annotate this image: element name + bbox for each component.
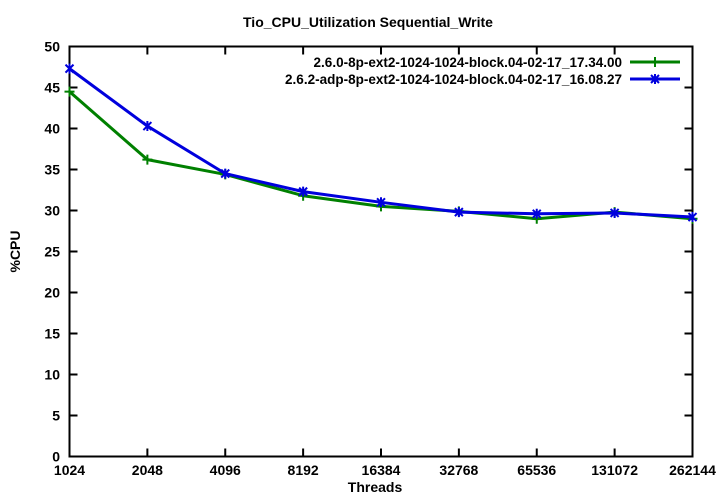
- x-tick-label: 65536: [517, 462, 556, 478]
- x-tick-label: 131072: [591, 462, 638, 478]
- legend-label-0: 2.6.0-8p-ext2-1024-1024-block.04-02-17_1…: [314, 55, 622, 70]
- x-tick-label: 1024: [54, 462, 85, 478]
- x-tick-label: 262144: [669, 462, 716, 478]
- x-axis-label: Threads: [348, 479, 403, 495]
- plot-border: [68, 45, 694, 458]
- x-tick-label: 32768: [439, 462, 478, 478]
- y-tick-label: 0: [52, 449, 60, 465]
- legend-marker-1: [650, 74, 660, 84]
- y-tick-label: 35: [44, 162, 60, 178]
- legend-label-1: 2.6.2-adp-8p-ext2-1024-1024-block.04-02-…: [285, 72, 622, 87]
- x-tick-label: 16384: [362, 462, 401, 478]
- y-tick-label: 10: [44, 367, 60, 383]
- chart-title: Tio_CPU_Utilization Sequential_Write: [243, 14, 493, 30]
- x-tick-label: 4096: [210, 462, 241, 478]
- y-tick-label: 20: [44, 285, 60, 301]
- y-tick-label: 15: [44, 326, 60, 342]
- series-line-1: [68, 67, 694, 219]
- y-tick-label: 30: [44, 203, 60, 219]
- y-axis-label: %CPU: [7, 230, 23, 272]
- y-tick-label: 40: [44, 121, 60, 137]
- series-markers-1: [64, 63, 698, 223]
- y-tick-label: 25: [44, 244, 60, 260]
- legend-marker-0: [650, 57, 660, 67]
- y-tick-label: 5: [52, 408, 60, 424]
- y-tick-label: 45: [44, 80, 60, 96]
- y-tick-label: 50: [44, 39, 60, 55]
- x-tick-label: 2048: [132, 462, 163, 478]
- x-tick-label: 8192: [288, 462, 319, 478]
